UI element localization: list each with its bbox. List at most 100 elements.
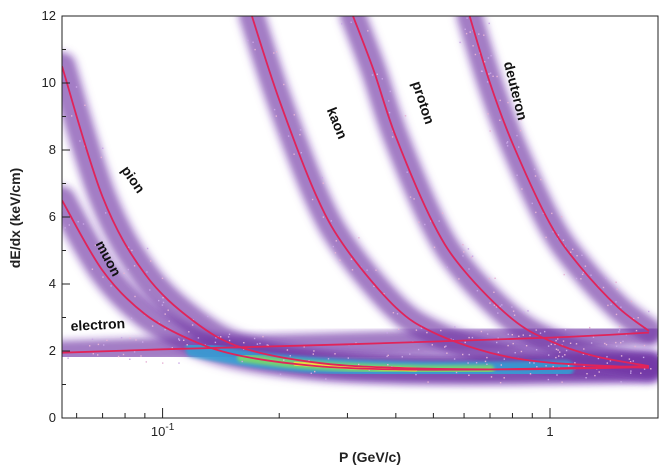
scatter-dot xyxy=(475,362,478,364)
scatter-dot xyxy=(581,254,583,256)
scatter-dot xyxy=(130,317,133,319)
scatter-dot xyxy=(392,312,395,314)
scatter-dot xyxy=(589,326,591,329)
curve-proton xyxy=(352,16,650,367)
scatter-dot xyxy=(311,198,314,201)
scatter-dot xyxy=(558,355,560,357)
scatter-dot xyxy=(535,349,538,351)
scatter-dot xyxy=(569,342,572,344)
scatter-dot xyxy=(507,344,509,347)
scatter-dot xyxy=(487,57,490,59)
scatter-dot xyxy=(493,291,495,293)
scatter-dot xyxy=(133,351,136,353)
scatter-dot xyxy=(499,99,501,102)
scatter-dot xyxy=(618,325,621,328)
scatter-dot xyxy=(585,377,587,379)
scatter-dot xyxy=(643,368,646,370)
scatter-dot xyxy=(575,277,578,280)
scatter-dot xyxy=(431,344,433,346)
scatter-dot xyxy=(615,301,617,303)
scatter-dot xyxy=(350,21,352,23)
scatter-dot xyxy=(607,304,609,307)
scatter-dot xyxy=(287,135,290,137)
scatter-dot xyxy=(120,337,123,339)
curve-electron xyxy=(62,331,649,354)
scatter-dot xyxy=(110,285,112,287)
scatter-dot xyxy=(472,45,474,47)
scatter-dot xyxy=(146,247,149,250)
scatter-dot xyxy=(616,288,618,290)
scatter-dot xyxy=(391,136,394,138)
scatter-dot xyxy=(321,177,323,179)
scatter-dot xyxy=(529,373,532,375)
scatter-dot xyxy=(103,344,105,346)
scatter-dot xyxy=(197,337,200,339)
scatter-dot xyxy=(67,357,69,359)
scatter-dot xyxy=(580,278,582,280)
scatter-dot xyxy=(478,33,480,35)
scatter-dot xyxy=(417,348,420,351)
scatter-dot xyxy=(178,339,181,341)
scatter-dot xyxy=(637,317,639,319)
scatter-dot xyxy=(339,259,341,261)
scatter-dot xyxy=(497,312,499,314)
scatter-dot xyxy=(228,339,231,342)
scatter-dot xyxy=(554,343,556,346)
scatter-dot xyxy=(366,269,368,271)
scatter-dot xyxy=(535,329,537,331)
scatter-dot xyxy=(604,342,606,345)
scatter-dot xyxy=(335,240,337,242)
scatter-dot xyxy=(630,372,632,374)
scatter-dot xyxy=(64,227,66,229)
scatter-dot xyxy=(75,86,78,88)
scatter-dot xyxy=(420,327,423,329)
scatter-dot xyxy=(100,156,102,159)
scatter-dot xyxy=(581,273,584,275)
scatter-dot xyxy=(178,362,180,364)
scatter-dot xyxy=(214,341,217,344)
scatter-dot xyxy=(286,349,289,351)
scatter-dot xyxy=(84,104,86,106)
scatter-dot xyxy=(275,115,277,117)
scatter-dot xyxy=(496,75,498,78)
scatter-dot xyxy=(522,311,525,314)
scatter-dot xyxy=(583,348,585,350)
scatter-dot xyxy=(188,331,190,333)
scatter-dot xyxy=(262,335,264,338)
scatter-dot xyxy=(401,356,403,358)
scatter-dot xyxy=(441,212,444,214)
scatter-dot xyxy=(576,255,578,257)
scatter-dot xyxy=(430,220,432,222)
scatter-dot xyxy=(312,353,314,355)
scatter-dot xyxy=(386,332,388,334)
scatter-dot xyxy=(476,290,479,292)
scatter-dot xyxy=(488,73,490,75)
scatter-dot xyxy=(310,372,312,374)
x-tick-label: 1 xyxy=(546,424,553,439)
scatter-dot xyxy=(464,341,466,344)
scatter-dot xyxy=(521,188,523,190)
scatter-dot xyxy=(350,258,353,260)
scatter-dot xyxy=(161,304,164,306)
scatter-dot xyxy=(506,141,509,143)
scatter-dot xyxy=(500,364,502,366)
scatter-dot xyxy=(562,239,565,241)
scatter-dot xyxy=(592,336,595,338)
scatter-dot xyxy=(252,41,254,43)
scatter-dot xyxy=(497,337,499,339)
scatter-dot xyxy=(227,336,230,338)
scatter-dot xyxy=(547,326,550,328)
scatter-dot xyxy=(467,248,470,250)
scatter-dot xyxy=(533,168,536,170)
scatter-dot xyxy=(602,286,605,289)
scatter-dot xyxy=(520,119,523,121)
scatter-dot xyxy=(542,212,545,214)
scatter-dot xyxy=(597,357,600,360)
scatter-dot xyxy=(598,371,600,373)
scatter-dot xyxy=(469,31,471,33)
scatter-dot xyxy=(418,221,420,223)
scatter-dot xyxy=(92,353,94,355)
scatter-dot xyxy=(557,234,560,236)
curve-deuteron xyxy=(468,16,650,332)
